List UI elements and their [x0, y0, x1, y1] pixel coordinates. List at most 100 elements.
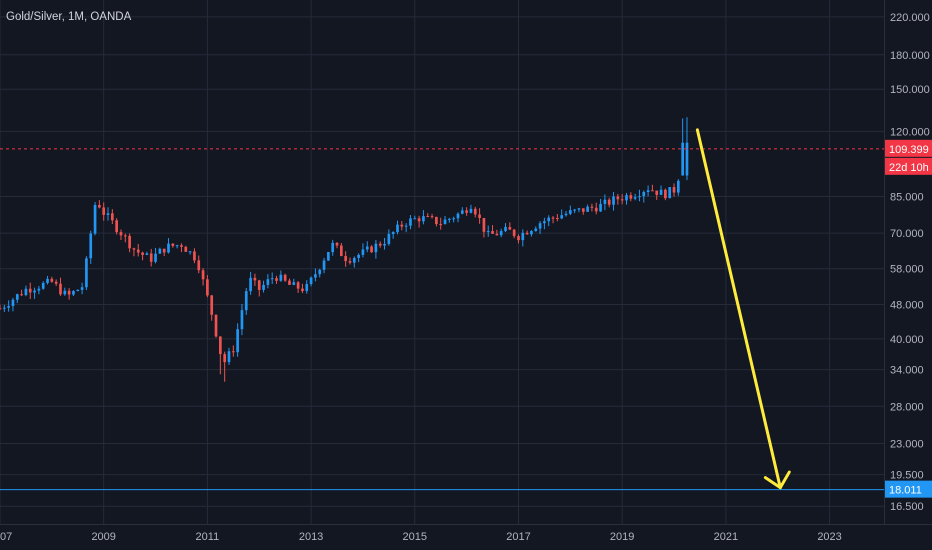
candle-body	[620, 199, 624, 201]
arrow-shaft[interactable]	[695, 128, 782, 490]
candle-body	[426, 216, 430, 218]
last-price-value: 109.399	[889, 144, 929, 156]
candle-body	[378, 243, 382, 246]
candle-body	[206, 279, 209, 296]
candle-body	[473, 208, 477, 215]
candle-body	[383, 243, 386, 246]
candle-body	[348, 261, 352, 263]
candle-body	[15, 294, 19, 300]
time-tick-label: 2019	[610, 531, 634, 543]
candle-body	[387, 234, 391, 244]
candle-body	[443, 219, 447, 225]
candle-body	[452, 218, 456, 220]
candle-body	[296, 282, 300, 289]
candle-body	[301, 288, 304, 292]
candle-body	[11, 299, 15, 307]
candle-body	[110, 213, 114, 221]
candle-body	[193, 251, 196, 261]
candle-body	[538, 223, 542, 229]
candle-body	[80, 287, 84, 290]
candle-body	[85, 258, 88, 288]
candle-body	[305, 284, 309, 292]
candle-body	[357, 254, 360, 258]
candle-body	[158, 248, 162, 254]
price-tick-label: 70.000	[890, 228, 924, 240]
candle-body	[184, 246, 188, 252]
candle-body	[41, 282, 45, 289]
candle-body	[288, 280, 291, 285]
candle-body	[521, 232, 525, 241]
price-axis[interactable]: 220.000 180.000 150.000 120.000 85.000 70.000…	[884, 0, 930, 524]
candle-body	[612, 196, 615, 205]
arrow-head[interactable]	[763, 470, 791, 490]
candle-body	[625, 195, 628, 201]
candle-body	[201, 270, 205, 280]
candle-body	[469, 208, 473, 213]
candle-body	[162, 248, 166, 253]
candle-body	[391, 232, 395, 235]
candle-body	[180, 245, 183, 247]
candle-body	[188, 251, 192, 253]
candle-body	[275, 278, 278, 281]
price-tick-label: 150.000	[890, 84, 930, 96]
candle-body	[219, 336, 222, 355]
candle-body	[223, 354, 227, 363]
candle-body	[478, 214, 481, 218]
candle-body	[422, 216, 425, 222]
candle-body	[24, 288, 28, 296]
candle-body	[244, 291, 248, 311]
candle-body	[7, 306, 10, 308]
candle-body	[547, 217, 551, 222]
time-tick-label: 2015	[403, 531, 427, 543]
candle-body	[435, 216, 438, 225]
candle-body	[309, 277, 313, 285]
candle-body	[335, 242, 339, 246]
candle-body	[322, 260, 326, 270]
candle-body	[119, 232, 123, 236]
candle-body	[409, 218, 412, 226]
candle-body	[616, 196, 620, 200]
candle-body	[292, 282, 296, 285]
candle-body	[102, 207, 106, 215]
candle-body	[262, 284, 265, 290]
candle-body	[236, 329, 239, 353]
candle-body	[132, 248, 136, 250]
candle-body	[460, 210, 464, 214]
candle-body	[136, 249, 140, 253]
candle-body	[175, 245, 179, 247]
candle-body	[314, 274, 317, 278]
candle-body	[543, 221, 546, 224]
candle-body	[154, 253, 157, 262]
candle-body	[374, 243, 378, 253]
candle-body	[581, 208, 585, 212]
candle-body	[551, 217, 555, 219]
time-tick-label: 07	[0, 531, 12, 543]
candle-body	[530, 231, 533, 235]
candle-body	[495, 233, 499, 236]
candle-body	[685, 142, 689, 176]
candle-body	[72, 291, 75, 295]
candle-body	[486, 231, 490, 233]
candle-body	[253, 277, 257, 281]
candle-body	[568, 210, 572, 214]
candle-body	[672, 187, 676, 193]
support-price-value: 18.011	[889, 485, 922, 497]
candle-body	[318, 269, 322, 275]
candle-body	[210, 295, 214, 315]
candle-body	[633, 197, 637, 199]
price-tick-label: 120.000	[890, 126, 930, 138]
candle-body	[227, 351, 231, 363]
trend-arrow-drawing[interactable]	[695, 128, 791, 490]
candle-body	[668, 187, 672, 199]
candle-body	[279, 274, 283, 281]
candle-body	[339, 245, 343, 257]
candle-body	[145, 253, 149, 255]
price-tick-label: 28.000	[890, 401, 924, 413]
candle-body	[266, 279, 270, 285]
candle-body	[448, 218, 451, 220]
time-axis[interactable]: 07 2009 2011 2013 2015 2017 2019 2021 2023	[0, 524, 932, 544]
candle-body	[115, 220, 118, 233]
candle-body	[93, 205, 97, 234]
candle-body	[664, 189, 667, 199]
